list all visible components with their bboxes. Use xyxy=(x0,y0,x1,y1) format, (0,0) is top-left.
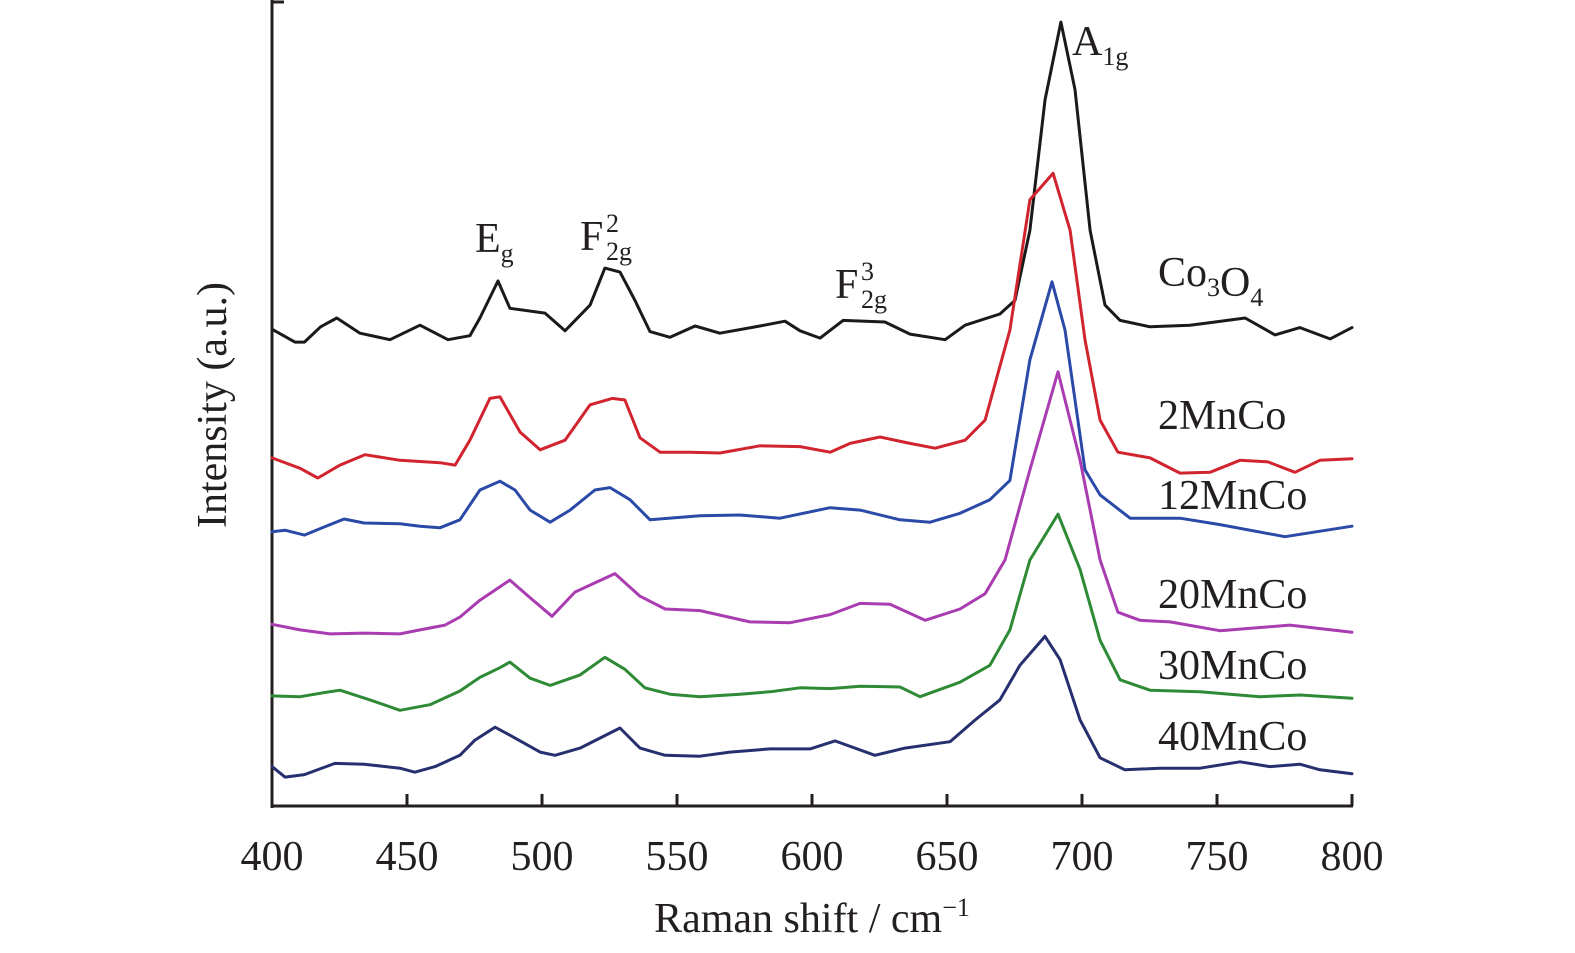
x-tick-label: 750 xyxy=(1186,834,1249,880)
peak-labels: Eg F 2 2g F 3 2g A1g xyxy=(475,19,1128,314)
series-label-30mnco: 30MnCo xyxy=(1158,643,1307,689)
series-labels: Co3O4 2MnCo 12MnCo 20MnCo 30MnCo 40MnCo xyxy=(1158,250,1307,760)
series-line-co3o4 xyxy=(270,20,1354,344)
series-label-20mnco: 20MnCo xyxy=(1158,572,1307,618)
series-layer xyxy=(270,20,1354,779)
series-label-2mnco: 2MnCo xyxy=(1158,393,1286,439)
x-tick-label: 400 xyxy=(241,834,304,880)
x-axis-title-text: Raman shift / cm xyxy=(654,896,942,942)
x-axis-title-superscript: −1 xyxy=(942,893,970,922)
peak-label-f32g: F 3 2g xyxy=(835,257,887,314)
x-tick-label: 650 xyxy=(916,834,979,880)
series-line-20mnco xyxy=(270,370,1354,636)
x-tick-label: 550 xyxy=(646,834,709,880)
peak-label-f22g: F 2 2g xyxy=(580,209,632,266)
series-line-40mnco xyxy=(270,634,1354,779)
x-tick-labels: 400 450 500 550 600 650 700 750 800 xyxy=(241,834,1384,880)
series-line-2mnco xyxy=(270,171,1354,480)
x-axis-title: Raman shift / cm−1 xyxy=(654,893,970,942)
x-tick-label: 600 xyxy=(781,834,844,880)
axes xyxy=(270,0,1354,808)
x-tick-label: 700 xyxy=(1051,834,1114,880)
y-axis-title-text: Intensity (a.u.) xyxy=(190,282,236,528)
series-label-40mnco: 40MnCo xyxy=(1158,714,1307,760)
x-tick-label: 800 xyxy=(1321,834,1384,880)
peak-label-eg: Eg xyxy=(475,216,514,268)
x-tick-label: 450 xyxy=(376,834,439,880)
y-axis-title: Intensity (a.u.) xyxy=(190,282,236,528)
series-line-12mnco xyxy=(270,280,1354,539)
series-label-12mnco: 12MnCo xyxy=(1158,473,1307,519)
series-line-30mnco xyxy=(270,512,1354,712)
peak-label-a1g: A1g xyxy=(1072,19,1128,71)
x-tick-label: 500 xyxy=(511,834,574,880)
series-label-co3o4: Co3O4 xyxy=(1158,250,1263,312)
